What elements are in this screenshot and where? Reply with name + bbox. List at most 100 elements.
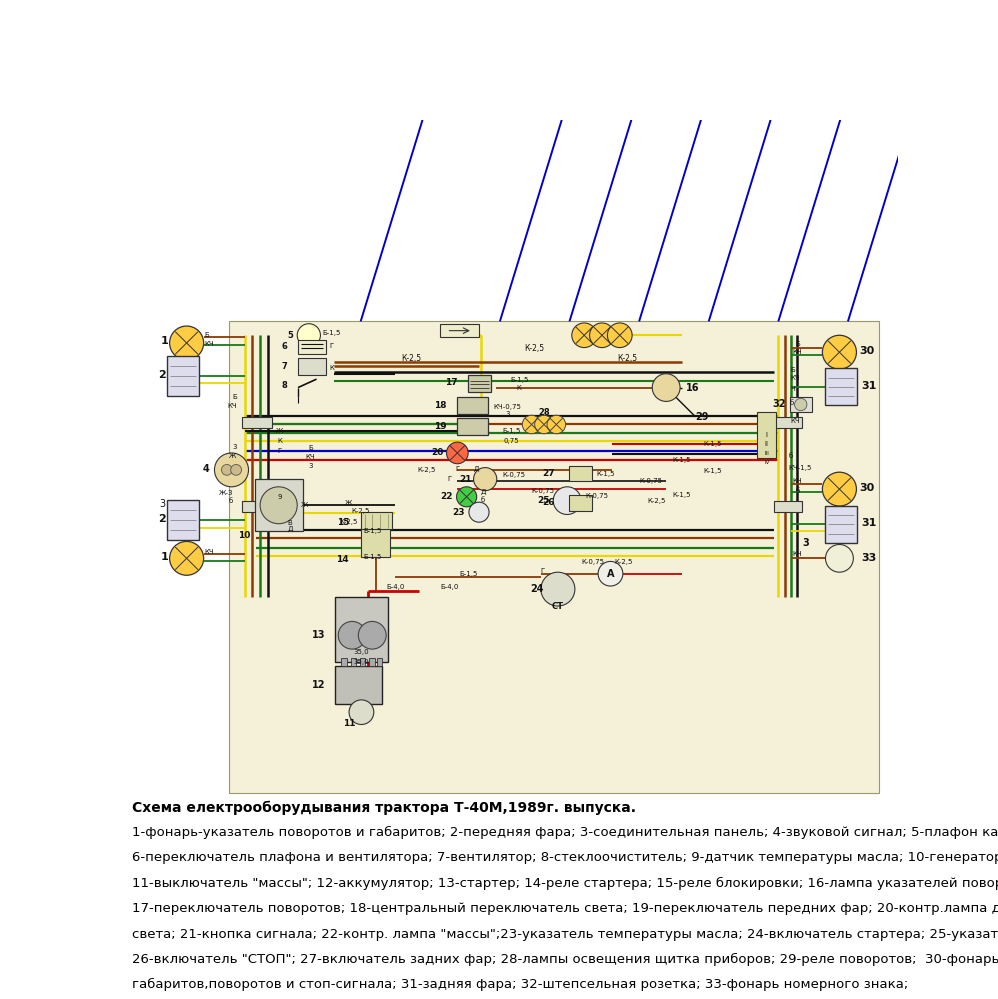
Text: Б-4,0: Б-4,0 — [386, 583, 404, 589]
Text: К-1,5: К-1,5 — [597, 471, 615, 477]
Text: КЧ: КЧ — [790, 375, 799, 381]
Text: КЧ: КЧ — [205, 342, 215, 348]
Text: Д: Д — [287, 526, 292, 532]
Circle shape — [590, 323, 615, 348]
Text: Б-1,5: Б-1,5 — [510, 377, 528, 383]
Circle shape — [535, 416, 553, 434]
Text: КЧ: КЧ — [305, 454, 315, 460]
Text: 2: 2 — [158, 514, 166, 524]
Text: Ч: Ч — [790, 386, 794, 393]
Text: б: б — [481, 497, 485, 502]
Text: К-2,5: К-2,5 — [401, 354, 421, 363]
Text: Ж-3: Ж-3 — [219, 490, 233, 496]
Text: Б: Б — [790, 367, 794, 373]
Bar — [569, 496, 592, 510]
Text: 33: 33 — [861, 553, 876, 563]
Text: К: К — [277, 439, 281, 445]
Bar — [360, 527, 390, 556]
Text: света; 21-кнопка сигнала; 22-контр. лампа "массы";23-указатель температуры масла: света; 21-кнопка сигнала; 22-контр. ламп… — [133, 927, 998, 941]
Text: Б: Б — [233, 394, 237, 400]
Text: Г: Г — [447, 477, 452, 483]
Text: 3: 3 — [308, 463, 312, 470]
Text: К-1,5: К-1,5 — [673, 493, 691, 499]
Text: 12: 12 — [312, 680, 325, 690]
Circle shape — [794, 399, 807, 411]
Bar — [167, 500, 199, 539]
Text: К-0,75: К-0,75 — [585, 494, 608, 500]
Circle shape — [572, 323, 597, 348]
Text: 35,0: 35,0 — [353, 659, 369, 665]
Circle shape — [598, 561, 623, 586]
Bar — [377, 658, 382, 666]
Text: 17: 17 — [445, 379, 457, 388]
Text: 25: 25 — [538, 497, 550, 505]
Circle shape — [541, 572, 575, 606]
Bar — [774, 417, 802, 428]
Text: 1-фонарь-указатель поворотов и габаритов; 2-передняя фара; 3-соединительная пане: 1-фонарь-указатель поворотов и габаритов… — [133, 826, 998, 839]
Text: Схема електрооборудывания трактора Т-40М,1989г. выпуска.: Схема електрооборудывания трактора Т-40М… — [133, 800, 637, 815]
Text: 13: 13 — [312, 630, 325, 640]
Text: Б: Б — [308, 446, 312, 452]
Circle shape — [170, 326, 204, 360]
Text: 3: 3 — [505, 412, 510, 418]
Text: Б-1,5: Б-1,5 — [502, 429, 521, 435]
Circle shape — [338, 621, 366, 649]
Text: К-2,5: К-2,5 — [618, 354, 638, 363]
Bar — [335, 666, 381, 704]
Text: КЧ: КЧ — [792, 350, 802, 356]
Bar — [360, 512, 391, 529]
Text: 3: 3 — [233, 444, 237, 450]
Circle shape — [349, 700, 374, 724]
Text: 1: 1 — [161, 551, 169, 561]
Circle shape — [456, 487, 477, 506]
Bar — [824, 506, 857, 543]
Text: К-0,75: К-0,75 — [639, 479, 663, 485]
Circle shape — [358, 621, 386, 649]
Text: 7: 7 — [281, 363, 287, 372]
Text: Б-4,0: Б-4,0 — [440, 583, 459, 589]
Text: 11: 11 — [342, 719, 355, 728]
Text: К-1,5: К-1,5 — [673, 457, 691, 463]
Circle shape — [231, 465, 242, 476]
Text: Г: Г — [329, 343, 334, 349]
Text: К-2,5: К-2,5 — [615, 559, 633, 565]
Text: Б-1,5: Б-1,5 — [363, 528, 381, 534]
Text: Б-1,5: Б-1,5 — [363, 553, 381, 559]
Circle shape — [297, 324, 320, 347]
Bar — [369, 658, 374, 666]
Circle shape — [446, 443, 468, 464]
Text: 16: 16 — [686, 383, 699, 393]
Bar — [457, 419, 488, 436]
Circle shape — [522, 416, 541, 434]
Text: 32: 32 — [772, 400, 786, 410]
Text: Д: Д — [481, 490, 486, 496]
Text: 28: 28 — [538, 408, 550, 417]
Text: Б-1,5: Б-1,5 — [460, 570, 478, 576]
Text: КЧ: КЧ — [792, 551, 802, 557]
Text: 6-переключатель плафона и вентилятора; 7-вентилятор; 8-стеклоочиститель; 9-датчи: 6-переключатель плафона и вентилятора; 7… — [133, 851, 998, 864]
Text: 15: 15 — [336, 518, 349, 527]
Circle shape — [170, 541, 204, 575]
Circle shape — [822, 473, 856, 506]
Text: 1: 1 — [161, 337, 169, 347]
Bar — [824, 369, 857, 406]
Bar — [243, 501, 271, 512]
Circle shape — [608, 323, 632, 348]
Bar — [790, 397, 811, 413]
Text: КЧ: КЧ — [228, 403, 237, 409]
Circle shape — [825, 544, 853, 572]
Text: Б: Б — [205, 333, 210, 339]
Text: 31: 31 — [861, 381, 876, 391]
Text: 35,0: 35,0 — [353, 649, 369, 655]
Circle shape — [469, 502, 489, 522]
Text: 27: 27 — [542, 470, 555, 479]
Text: К-0,75: К-0,75 — [531, 488, 554, 494]
Text: 24: 24 — [531, 584, 544, 594]
Text: 20: 20 — [431, 449, 443, 458]
Text: 30: 30 — [859, 346, 875, 356]
Text: КЧ-0,75: КЧ-0,75 — [494, 404, 522, 410]
Text: Г: Г — [277, 448, 281, 454]
Bar — [230, 322, 879, 793]
Bar — [254, 480, 302, 531]
Text: IV: IV — [764, 461, 769, 466]
